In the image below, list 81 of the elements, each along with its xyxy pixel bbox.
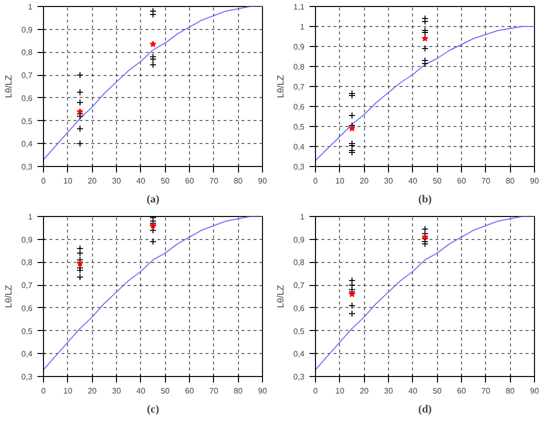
y-tick-label: 0,5 xyxy=(21,116,34,126)
y-tick-label: 0,4 xyxy=(21,140,34,149)
x-tick-label: 40 xyxy=(408,176,418,186)
y-tick-label: 0,5 xyxy=(21,326,34,336)
x-tick-label: 90 xyxy=(530,176,540,186)
y-tick-label: 0,6 xyxy=(293,102,306,112)
x-tick-label: 70 xyxy=(481,386,491,396)
x-tick-label: 50 xyxy=(432,176,442,186)
x-tick-label: 30 xyxy=(112,176,122,186)
x-tick-label: 70 xyxy=(481,176,491,186)
x-tick-label: 50 xyxy=(160,386,170,396)
y-tick-label: 0,6 xyxy=(293,304,306,313)
x-tick-label: 10 xyxy=(335,386,345,396)
x-tick-label: 20 xyxy=(360,386,370,396)
x-tick-label: 20 xyxy=(88,176,98,186)
y-tick-label: 0,6 xyxy=(21,94,34,103)
text: (c) xyxy=(146,404,160,416)
x-tick-label: 10 xyxy=(335,176,345,186)
y-tick-label: 1,1 xyxy=(293,2,306,12)
x-tick-label: 0 xyxy=(313,386,318,396)
x-tick-label: 0 xyxy=(313,176,318,186)
x-tick-label: 10 xyxy=(63,176,73,186)
x-tick-label: 80 xyxy=(234,176,244,186)
y-tick-label: 0,3 xyxy=(293,162,306,172)
y-tick-label: 0,7 xyxy=(293,82,306,92)
y-tick-label: 0,5 xyxy=(293,122,306,132)
x-tick-label: 60 xyxy=(457,176,466,186)
y-tick-label: 0,8 xyxy=(293,258,306,268)
x-tick-label: 40 xyxy=(408,386,418,396)
x-tick-label: 0 xyxy=(41,386,46,396)
y-tick-label: 0,3 xyxy=(21,162,34,172)
x-tick-label: 40 xyxy=(136,386,146,396)
x-tick-label: 30 xyxy=(384,176,394,186)
y-axis-title: Lθ/LZ xyxy=(3,74,14,98)
y-tick-label: 0,3 xyxy=(293,372,306,382)
x-tick-label: 50 xyxy=(432,386,442,396)
y-tick-label: 1 xyxy=(300,212,306,222)
x-tick-label: 30 xyxy=(384,386,394,396)
y-axis-title: Lθ/LZ xyxy=(275,74,286,98)
y-tick-label: 0,3 xyxy=(21,372,34,382)
x-tick-label: 80 xyxy=(234,386,244,396)
x-tick-label: 90 xyxy=(530,386,540,396)
x-tick-label: 80 xyxy=(506,176,516,186)
y-tick-label: 0,9 xyxy=(21,25,34,34)
y-tick-label: 0,4 xyxy=(21,350,34,359)
y-tick-label: 1 xyxy=(300,22,306,32)
text: (a) xyxy=(146,194,160,206)
x-tick-label: 60 xyxy=(457,386,466,396)
y-tick-label: 1 xyxy=(28,2,34,12)
x-tick-label: 90 xyxy=(258,386,268,396)
y-tick-label: 0,9 xyxy=(293,42,306,52)
x-tick-label: 10 xyxy=(63,386,73,396)
text: (b) xyxy=(418,194,432,206)
x-tick-label: 40 xyxy=(136,176,146,186)
y-tick-label: 0,5 xyxy=(293,326,306,336)
y-tick-label: 0,7 xyxy=(21,71,34,80)
x-tick-label: 50 xyxy=(160,176,170,186)
y-tick-label: 0,8 xyxy=(21,258,34,268)
text: (d) xyxy=(418,404,432,416)
x-tick-label: 70 xyxy=(209,386,219,396)
x-tick-label: 20 xyxy=(88,386,98,396)
x-tick-label: 0 xyxy=(41,176,46,186)
y-tick-label: 0,7 xyxy=(293,281,306,290)
y-tick-label: 0,8 xyxy=(293,62,306,72)
y-tick-label: 0,7 xyxy=(21,281,34,290)
y-tick-label: 0,8 xyxy=(21,48,34,58)
y-tick-label: 0,6 xyxy=(21,304,34,313)
x-tick-label: 80 xyxy=(506,386,516,396)
y-axis-title: Lθ/LZ xyxy=(275,284,286,308)
y-tick-label: 0,9 xyxy=(293,235,306,244)
x-tick-label: 70 xyxy=(209,176,219,186)
y-tick-label: 0,4 xyxy=(293,142,306,152)
x-tick-label: 60 xyxy=(185,176,194,186)
x-tick-label: 60 xyxy=(185,386,194,396)
y-tick-label: 0,9 xyxy=(21,235,34,244)
y-tick-label: 0,4 xyxy=(293,350,306,359)
y-axis-title: Lθ/LZ xyxy=(3,284,14,308)
y-tick-label: 1 xyxy=(28,212,34,222)
x-tick-label: 20 xyxy=(360,176,370,186)
x-tick-label: 30 xyxy=(112,386,122,396)
x-tick-label: 90 xyxy=(258,176,268,186)
